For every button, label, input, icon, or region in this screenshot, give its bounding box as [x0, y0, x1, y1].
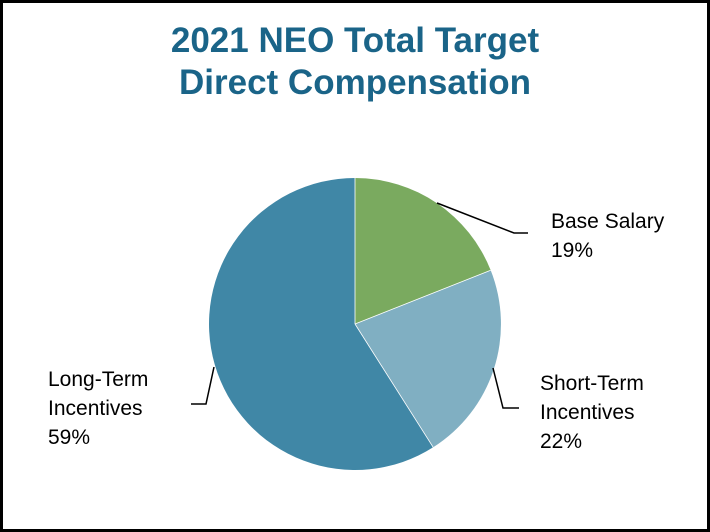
label-long-term-incentives: Long-Term Incentives 59% [48, 365, 148, 452]
label-short-term-value: 22% [540, 430, 583, 453]
leader-line-long-term [191, 366, 215, 405]
label-long-term-name-1: Long-Term [48, 368, 149, 391]
label-base-salary-name: Base Salary [551, 210, 665, 233]
chart-title: 2021 NEO Total Target Direct Compensatio… [3, 20, 707, 104]
chart-title-line-1: 2021 NEO Total Target [170, 21, 540, 60]
label-base-salary-value: 19% [551, 239, 594, 262]
leader-line-base-salary [436, 202, 528, 234]
leader-line-short-term [492, 367, 519, 409]
label-short-term-name-2: Incentives [540, 401, 635, 424]
label-base-salary: Base Salary 19% [551, 207, 664, 265]
chart-title-line-2: Direct Compensation [179, 63, 531, 102]
label-long-term-name-2: Incentives [48, 397, 143, 420]
slice-separators [354, 178, 491, 448]
label-short-term-name-1: Short-Term [540, 372, 644, 395]
label-short-term-incentives: Short-Term Incentives 22% [540, 369, 644, 456]
slice-long-term-incentives [209, 178, 434, 470]
slice-short-term-incentives [355, 270, 501, 448]
slice-base-salary [355, 178, 491, 324]
label-long-term-value: 59% [48, 426, 91, 449]
